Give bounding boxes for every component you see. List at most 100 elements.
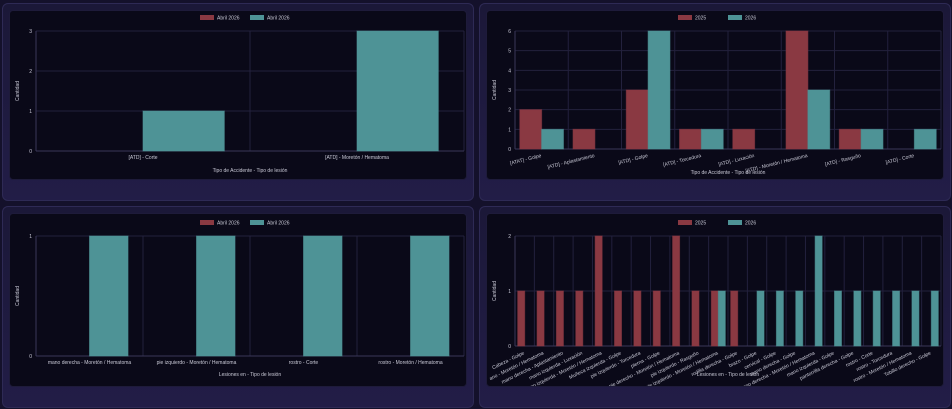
bar bbox=[572, 128, 596, 150]
chart-injuries-april: 0 1 mano derecha - Moretón / Hematoma pie i… bbox=[15, 220, 465, 378]
x-tick-label: [ATAT] - Golpe bbox=[509, 153, 542, 167]
bar bbox=[756, 290, 765, 347]
x-tick-label: mano derecha - Moretón / Hematoma bbox=[48, 360, 132, 366]
bar bbox=[356, 30, 439, 152]
bar bbox=[672, 235, 681, 347]
y-tick-label: 2 bbox=[508, 234, 511, 240]
bar bbox=[142, 110, 225, 152]
bar bbox=[717, 290, 726, 347]
bar bbox=[930, 290, 939, 347]
legend-label: 2025 bbox=[695, 221, 706, 227]
bar bbox=[913, 128, 937, 150]
bar bbox=[834, 290, 842, 347]
bar bbox=[536, 290, 545, 347]
x-tick-label: [ATD] - Corte bbox=[128, 155, 157, 161]
x-axis-title: Lesiones en - Tipo de lesión bbox=[697, 372, 759, 378]
bar bbox=[614, 290, 622, 347]
y-tick-label: 0 bbox=[508, 344, 511, 350]
bar bbox=[814, 235, 823, 347]
bar bbox=[892, 290, 901, 347]
legend-swatch bbox=[200, 220, 214, 225]
bar bbox=[795, 290, 804, 347]
y-tick-label: 1 bbox=[508, 289, 511, 295]
y-axis-title: Cantidad bbox=[492, 80, 498, 100]
bar bbox=[775, 290, 784, 347]
bar bbox=[196, 235, 236, 357]
bar bbox=[691, 290, 700, 347]
legend-swatch bbox=[200, 15, 214, 20]
bar bbox=[594, 235, 603, 347]
legend-label: Abril 2026 bbox=[267, 16, 290, 22]
x-tick-label: [ATD] - Moretón / Hematoma bbox=[325, 155, 389, 161]
bar bbox=[838, 128, 862, 150]
y-tick-label: 2 bbox=[508, 108, 511, 114]
x-axis-title: Tipo de Accidente - Tipo de lesión bbox=[691, 170, 766, 176]
bar bbox=[860, 128, 884, 150]
bar bbox=[633, 290, 642, 347]
y-axis-title: Cantidad bbox=[15, 286, 21, 306]
panel-accidents-yearly: 0 1 2 3 4 5 6 [ATAT] - Golpe [ATD] - Aplastamien… bbox=[479, 3, 951, 201]
y-tick-label: 0 bbox=[508, 147, 511, 153]
bar bbox=[911, 290, 920, 347]
bar bbox=[700, 128, 724, 150]
y-tick-label: 1 bbox=[29, 234, 32, 240]
legend-label: Abril 2026 bbox=[217, 221, 240, 227]
bar bbox=[730, 290, 739, 347]
bar bbox=[303, 235, 343, 357]
x-axis-title: Lesiones en - Tipo de lesión bbox=[219, 372, 281, 378]
x-tick-label: [ATD] - Corte bbox=[885, 153, 915, 166]
panel-injuries-yearly: 0 1 2 Cabeza - Golpe ano - Moretón / Hematom… bbox=[479, 206, 951, 408]
x-tick-label: [ATD] - Luxación bbox=[718, 153, 755, 168]
y-tick-label: 1 bbox=[29, 109, 32, 115]
bar bbox=[555, 290, 564, 347]
x-tick-label: rostro - Corte bbox=[289, 360, 319, 366]
y-tick-label: 6 bbox=[508, 29, 511, 35]
legend-label: 2026 bbox=[745, 221, 756, 227]
bar bbox=[89, 235, 129, 357]
x-tick-label: rostro - Moretón / Hematoma bbox=[378, 360, 442, 366]
x-tick-label: pie izquierdo - Moretón / Hematoma bbox=[157, 360, 237, 366]
chart-accidents-april: 0 1 2 3 [ATD] - Corte [ATD] - Moretón / Hemat… bbox=[15, 15, 465, 174]
legend-label: Abril 2026 bbox=[267, 221, 290, 227]
y-axis-title: Cantidad bbox=[15, 81, 21, 101]
x-tick-label: [ATD] - Aplastamiento bbox=[547, 153, 595, 171]
bar bbox=[410, 235, 450, 357]
x-axis-title: Tipo de Accidente - Tipo de lesión bbox=[213, 168, 288, 174]
bar bbox=[710, 290, 719, 347]
y-tick-label: 3 bbox=[508, 88, 511, 94]
legend-swatch bbox=[728, 15, 742, 20]
legend-swatch bbox=[250, 220, 264, 225]
y-tick-label: 2 bbox=[29, 69, 32, 75]
x-tick-label: [ATD] - Torcedura bbox=[663, 153, 703, 168]
x-tick-label: [ATD] - Rasguño bbox=[824, 153, 861, 168]
panel-accidents-april: 0 1 2 3 [ATD] - Corte [ATD] - Moretón / Hemat… bbox=[2, 3, 474, 201]
bar bbox=[519, 109, 543, 150]
legend-label: Abril 2026 bbox=[217, 16, 240, 22]
legend-label: 2026 bbox=[745, 16, 756, 22]
y-tick-label: 3 bbox=[29, 29, 32, 35]
bar bbox=[575, 290, 584, 347]
y-tick-label: 4 bbox=[508, 68, 511, 74]
bar bbox=[517, 290, 526, 347]
y-tick-label: 0 bbox=[29, 149, 32, 155]
legend-swatch bbox=[728, 220, 742, 225]
y-tick-label: 1 bbox=[508, 127, 511, 133]
bar bbox=[625, 89, 649, 150]
bar bbox=[732, 128, 756, 150]
bar bbox=[679, 128, 702, 150]
bar bbox=[853, 290, 862, 347]
bar bbox=[807, 89, 831, 150]
legend-swatch bbox=[678, 220, 692, 225]
x-tick-label: [ATD] - Golpe bbox=[618, 153, 649, 166]
legend-swatch bbox=[250, 15, 264, 20]
y-tick-label: 5 bbox=[508, 49, 511, 55]
panel-injuries-april: 0 1 mano derecha - Moretón / Hematoma pie i… bbox=[2, 206, 474, 408]
bar bbox=[647, 30, 671, 150]
bar bbox=[652, 290, 661, 347]
chart-accidents-yearly: 0 1 2 3 4 5 6 [ATAT] - Golpe [ATD] - Aplastamien… bbox=[492, 15, 942, 176]
legend-label: 2025 bbox=[695, 16, 706, 22]
bar bbox=[541, 128, 564, 150]
y-tick-label: 0 bbox=[29, 354, 32, 360]
